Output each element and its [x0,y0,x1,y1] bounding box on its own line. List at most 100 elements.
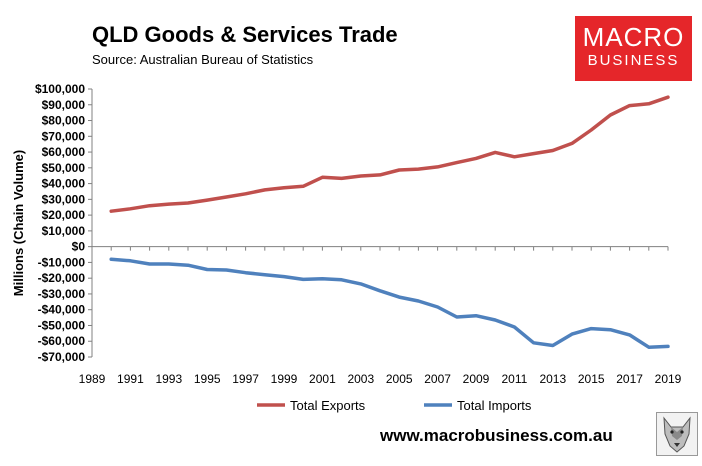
data-point-total-exports [187,202,189,204]
x-tick-label: 2003 [347,372,374,386]
data-point-total-imports [264,273,266,276]
y-tick-label: -$50,000 [38,318,86,332]
data-point-total-exports [283,187,285,189]
wolf-icon [656,412,698,456]
data-point-total-exports [552,149,554,152]
data-point-total-exports [417,168,420,170]
y-tick-label: $80,000 [42,114,86,128]
x-tick-label: 2011 [501,372,527,386]
data-point-total-imports [398,296,401,298]
x-tick-label: 1999 [271,372,298,386]
data-point-total-imports [552,344,554,347]
data-point-total-exports [398,169,401,171]
data-point-total-imports [302,278,305,281]
data-point-total-imports [571,333,573,335]
y-tick-label: $10,000 [42,224,86,238]
data-point-total-imports [206,268,208,271]
x-tick-label: 2019 [655,372,682,386]
y-tick-label: $100,000 [35,82,85,96]
legend-label: Total Exports [290,398,366,413]
x-tick-label: 2005 [386,372,413,386]
data-point-total-imports [148,263,151,265]
x-tick-label: 1989 [79,372,106,386]
data-point-total-exports [225,196,228,198]
data-point-total-exports [494,151,497,154]
data-point-total-imports [340,278,343,281]
data-point-total-imports [456,316,458,318]
x-tick-label: 2001 [309,372,336,386]
y-tick-label: -$40,000 [38,303,86,317]
x-tick-label: 2009 [463,372,490,386]
y-tick-label: -$70,000 [38,350,86,364]
y-tick-label: $20,000 [42,208,86,222]
data-point-total-imports [187,264,189,267]
data-point-total-imports [283,275,285,278]
y-tick-label: -$10,000 [38,255,86,269]
data-point-total-imports [417,300,420,302]
y-tick-label: $90,000 [42,98,86,112]
data-point-total-exports [321,176,324,179]
data-point-total-imports [590,327,592,330]
data-point-total-exports [110,210,112,212]
y-tick-label: -$60,000 [38,334,86,348]
y-tick-label: $70,000 [42,129,86,143]
series-line-total-imports [109,257,670,349]
x-tick-label: 2007 [424,372,451,386]
data-point-total-imports [110,258,112,261]
x-tick-label: 2015 [578,372,605,386]
x-tick-label: 1991 [117,372,144,386]
y-tick-label: $50,000 [42,161,86,175]
data-point-total-exports [206,199,208,201]
data-point-total-exports [532,152,535,155]
data-point-total-imports [129,260,132,262]
y-tick-label: -$30,000 [38,287,86,301]
data-point-total-exports [244,193,247,195]
data-point-total-imports [360,283,362,285]
data-point-total-exports [648,103,650,105]
logo-line-1: MACRO [582,22,685,52]
chart-title: QLD Goods & Services Trade [92,22,398,47]
data-point-total-imports [609,328,612,331]
data-point-total-exports [628,104,631,107]
data-point-total-imports [225,269,228,271]
data-point-total-exports [667,96,669,98]
data-point-total-exports [513,155,516,158]
data-point-total-imports [244,271,247,274]
x-tick-label: 2013 [539,372,566,386]
logo-line-2: BUSINESS [587,52,680,69]
data-point-total-imports [475,314,477,317]
data-point-total-exports [379,174,381,176]
chart-source: Source: Australian Bureau of Statistics [92,52,314,67]
data-point-total-imports [379,289,381,292]
y-tick-label: $30,000 [42,192,86,206]
data-point-total-exports [302,185,305,188]
x-tick-label: 2017 [616,372,643,386]
data-point-total-exports [340,177,343,180]
x-tick-label: 1993 [155,372,182,386]
data-point-total-imports [436,306,439,308]
y-axis-title: Millions (Chain Volume) [11,150,26,296]
data-point-total-imports [494,319,497,321]
data-point-total-exports [590,129,592,131]
data-point-total-imports [513,326,516,328]
data-point-total-exports [148,204,151,207]
data-point-total-exports [129,208,132,210]
y-tick-label: $60,000 [42,145,86,159]
data-point-total-imports [168,263,170,265]
data-point-total-exports [571,142,573,145]
series-line-total-exports [109,95,670,213]
macrobusiness-logo: MACRO BUSINESS [575,16,692,81]
data-point-total-exports [609,114,612,116]
y-tick-label: $0 [72,240,86,254]
data-point-total-exports [475,157,477,160]
x-tick-label: 1997 [232,372,259,386]
footer-url[interactable]: www.macrobusiness.com.au [380,426,613,445]
legend-label: Total Imports [457,398,532,413]
data-point-total-exports [360,175,362,177]
y-tick-label: $40,000 [42,177,86,191]
data-point-total-exports [264,189,266,191]
data-point-total-imports [648,346,650,349]
x-tick-label: 1995 [194,372,221,386]
y-tick-label: -$20,000 [38,271,86,285]
